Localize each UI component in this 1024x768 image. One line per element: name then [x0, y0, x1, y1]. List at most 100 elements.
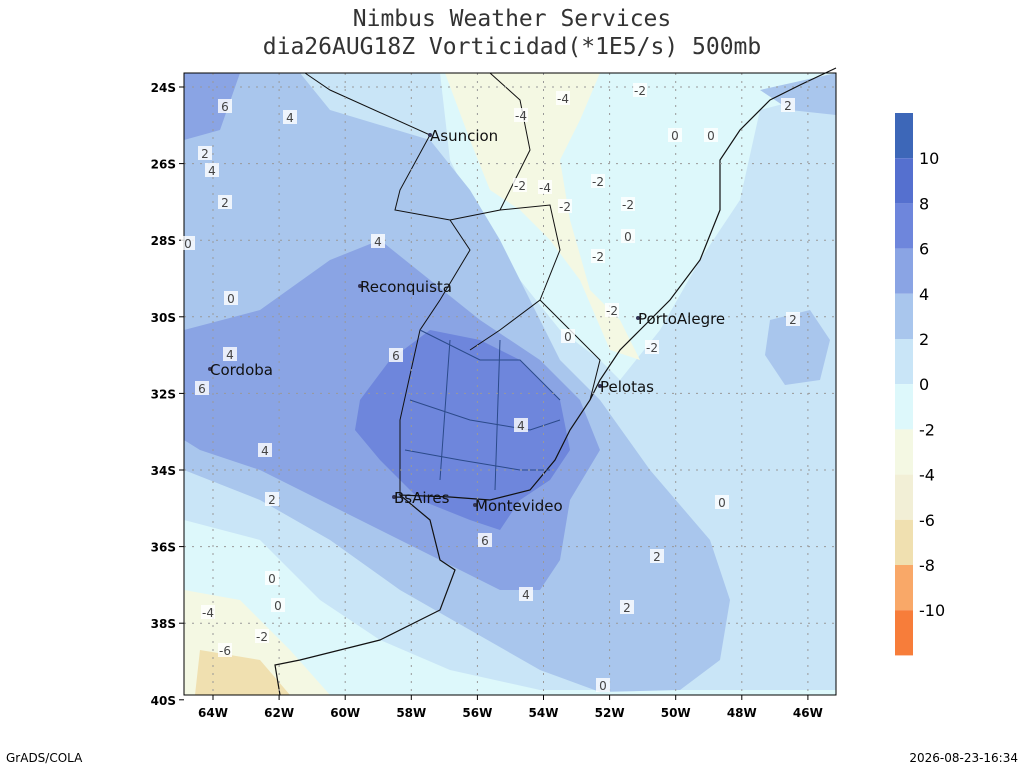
contour-label: 2 — [201, 147, 209, 161]
city-label: Montevideo — [475, 497, 563, 515]
contour-label: -6 — [219, 644, 231, 658]
contour-label-bg — [223, 347, 237, 361]
city-dot — [358, 284, 362, 288]
contour-label: -2 — [559, 200, 571, 214]
contour-label: 6 — [198, 382, 206, 396]
lat-label: 30S — [151, 311, 176, 325]
contour-label-bg — [218, 643, 232, 657]
contour-label-bg — [561, 329, 575, 343]
contour-label: 6 — [481, 534, 489, 548]
contour-label: -4 — [202, 606, 214, 620]
lat-label: 40S — [151, 694, 176, 708]
contour-label: 0 — [274, 599, 282, 613]
colorbar-label: -6 — [919, 511, 935, 530]
colorbar-box — [895, 113, 913, 159]
city-dot — [208, 367, 212, 371]
field-band — [195, 650, 290, 695]
contour-label: -2 — [514, 179, 526, 193]
contour-label-bg — [605, 303, 619, 317]
contour-label: 0 — [268, 572, 276, 586]
city-dot — [473, 503, 477, 507]
city-label: Pelotas — [600, 378, 654, 396]
contour-label: -2 — [256, 630, 268, 644]
contour-label: 4 — [522, 588, 530, 602]
lon-label: 64W — [198, 706, 228, 720]
contour-label: 4 — [261, 444, 269, 458]
contour-label-bg — [271, 598, 285, 612]
lat-label: 28S — [151, 234, 176, 248]
contour-label-bg — [668, 128, 682, 142]
contour-label: -2 — [634, 84, 646, 98]
contour-label: 0 — [227, 292, 235, 306]
lon-label: 60W — [330, 706, 360, 720]
contour-label: 4 — [208, 164, 216, 178]
coastline — [274, 67, 837, 696]
colorbar-label: 10 — [919, 149, 939, 168]
contour-label-bg — [218, 195, 232, 209]
city-dot — [428, 133, 432, 137]
contour-label-bg — [513, 178, 527, 192]
contour-label-bg — [650, 549, 664, 563]
city-label: Cordoba — [210, 361, 273, 379]
contour-label: 6 — [221, 100, 229, 114]
colorbar-label: -4 — [919, 466, 935, 485]
contour-label-bg — [786, 312, 800, 326]
title: Nimbus Weather Services — [353, 6, 672, 32]
contour-label-bg — [224, 291, 238, 305]
contour-label-bg — [645, 340, 659, 354]
colorbar-box — [895, 248, 913, 294]
lon-label: 62W — [264, 706, 294, 720]
colorbar-label: -10 — [919, 601, 945, 620]
contour-label: 0 — [671, 129, 679, 143]
contour-label: -2 — [592, 175, 604, 189]
province-border — [404, 329, 561, 491]
contour-label-bg — [255, 629, 269, 643]
colorbar-box — [895, 384, 913, 430]
contour-label-bg — [514, 108, 528, 122]
lon-label: 56W — [462, 706, 492, 720]
field-band — [184, 73, 836, 695]
contour-label: 2 — [623, 601, 631, 615]
lon-label: 54W — [529, 706, 559, 720]
field-band — [184, 73, 640, 695]
map-frame — [183, 72, 837, 696]
lon-label: 48W — [727, 706, 757, 720]
contour-label: 2 — [789, 313, 797, 327]
contour-label-bg — [201, 605, 215, 619]
city-label: BsAires — [394, 489, 450, 507]
contour-label-bg — [621, 197, 635, 211]
contour-label: -4 — [557, 92, 569, 106]
contour-label: -2 — [646, 341, 658, 355]
contour-label-bg — [389, 348, 403, 362]
contour-label-bg — [558, 199, 572, 213]
lon-label: 52W — [595, 706, 625, 720]
border — [304, 72, 601, 495]
contour-label: 0 — [184, 237, 192, 251]
contour-label: -2 — [622, 198, 634, 212]
contour-label-bg — [621, 229, 635, 243]
colorbar-box — [895, 565, 913, 611]
colorbar-label: -2 — [919, 420, 935, 439]
contour-label-bg — [265, 492, 279, 506]
city-dot — [636, 316, 640, 320]
contour-label-bg — [514, 418, 528, 432]
colorbar-box — [895, 429, 913, 475]
contour-label: 0 — [564, 330, 572, 344]
contour-label-bg — [596, 678, 610, 692]
contour-label-bg — [198, 146, 212, 160]
colorbar-box — [895, 610, 913, 656]
contour-label: -4 — [515, 109, 527, 123]
contour-label-bg — [781, 98, 795, 112]
contour-label-bg — [538, 180, 552, 194]
contour-label: 0 — [718, 496, 726, 510]
colorbar-label: -8 — [919, 556, 935, 575]
colorbar-label: 4 — [919, 285, 929, 304]
colorbar-label: 2 — [919, 330, 929, 349]
contour-label-bg — [283, 110, 297, 124]
contour-label: 2 — [784, 99, 792, 113]
footer-left: GrADS/COLA — [6, 751, 83, 765]
contour-label-bg — [591, 249, 605, 263]
lat-label: 24S — [151, 81, 176, 95]
contour-label-bg — [633, 83, 647, 97]
